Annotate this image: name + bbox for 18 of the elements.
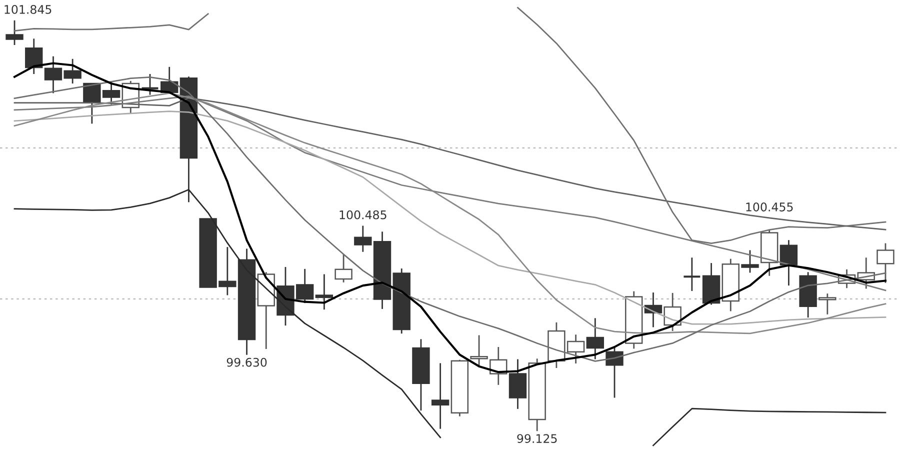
- candlestick: [682, 256, 702, 292]
- candlestick: [741, 250, 759, 274]
- text: 100.455: [746, 202, 793, 212]
- candlestick: [6, 20, 24, 46]
- text: 100.485: [340, 210, 386, 220]
- candlestick: [586, 317, 604, 360]
- candlestick: [818, 292, 836, 316]
- candlestick: [334, 253, 352, 284]
- candlestick: [780, 239, 798, 286]
- text: 99.125: [517, 434, 557, 444]
- candlestick: [25, 38, 43, 75]
- text: 99.630: [226, 358, 267, 367]
- candlestick: [606, 346, 624, 398]
- candlestick: [876, 242, 894, 284]
- candlestick: [140, 73, 160, 96]
- candlestick: [431, 362, 450, 430]
- candlestick: [315, 274, 334, 310]
- text: 101.845: [4, 5, 52, 14]
